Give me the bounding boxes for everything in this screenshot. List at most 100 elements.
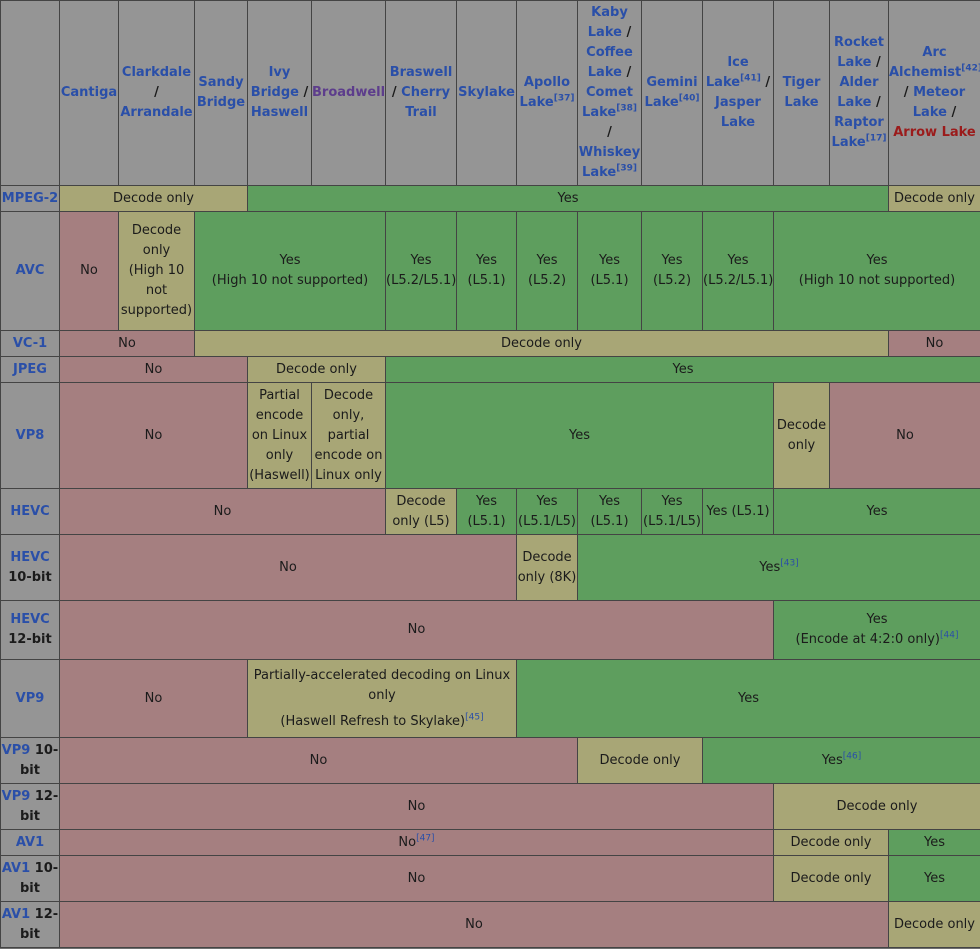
cell: Decode only: [888, 901, 980, 948]
bit-depth-label: 10-bit: [20, 860, 59, 896]
cell: No: [59, 356, 248, 383]
cell-text: Yes: [759, 559, 781, 575]
vp9-link[interactable]: VP9: [1, 742, 31, 758]
citation[interactable]: [47]: [416, 833, 435, 844]
haswell-link[interactable]: Haswell: [250, 105, 309, 120]
citation[interactable]: [38]: [616, 103, 637, 114]
row-label-av1-10bit: AV1 10-bit: [0, 855, 60, 902]
broadwell-link[interactable]: Broadwell: [312, 85, 386, 100]
separator: /: [760, 75, 771, 90]
cell: Yes: [385, 382, 774, 489]
braswell-link[interactable]: Braswell: [389, 65, 453, 80]
cell-text: (Haswell Refresh to Skylake): [280, 713, 466, 729]
cell: No: [59, 901, 889, 948]
cell-line: (High 10 not supported): [798, 273, 956, 288]
col-ice-lake: Ice Lake[41] / Jasper Lake: [702, 0, 774, 186]
vp8-link[interactable]: VP8: [15, 427, 45, 443]
cell: Yes (L5.2): [516, 211, 578, 331]
table-row: AV1 No[47] Decode only Yes: [0, 829, 980, 856]
cell-line: (High 10 not supported): [211, 273, 369, 288]
separator: /: [621, 65, 632, 80]
citation[interactable]: [45]: [465, 712, 484, 723]
hevc-link[interactable]: HEVC: [10, 612, 50, 627]
av1-link[interactable]: AV1: [1, 860, 31, 876]
citation[interactable]: [39]: [616, 163, 637, 174]
vc1-link[interactable]: VC-1: [12, 335, 48, 351]
arc-alchemist-link[interactable]: Arc Alchemist: [889, 45, 962, 80]
cell: No: [59, 211, 119, 331]
table-row: VP9 12-bit No Decode only: [0, 783, 980, 830]
cell: Yes (L5.1/L5): [641, 488, 703, 535]
citation[interactable]: [40]: [678, 93, 700, 104]
cell: Yes: [773, 488, 980, 535]
citation[interactable]: [17]: [865, 133, 887, 144]
table-row: MPEG-2 Decode only Yes Decode only: [0, 185, 980, 212]
cell: Yes: [247, 185, 889, 212]
citation[interactable]: [44]: [940, 630, 959, 641]
cell: Decode only: [59, 185, 248, 212]
jpeg-link[interactable]: JPEG: [13, 361, 47, 377]
sandy-bridge-link[interactable]: Sandy Bridge: [196, 75, 246, 110]
whiskey-lake-link[interactable]: Whiskey Lake: [578, 145, 641, 180]
av1-link[interactable]: AV1: [15, 834, 45, 850]
arrandale-link[interactable]: Arrandale: [120, 105, 193, 120]
av1-link[interactable]: AV1: [1, 906, 31, 922]
citation[interactable]: [42]: [961, 63, 980, 74]
cell-line: (L5.2/L5.1): [386, 273, 457, 288]
cell: Decode only (8K): [516, 534, 578, 601]
cell: No: [59, 534, 517, 601]
mpeg2-link[interactable]: MPEG-2: [1, 190, 59, 206]
kaby-lake-link[interactable]: Kaby Lake: [587, 5, 628, 40]
alder-lake-link[interactable]: Alder Lake: [837, 75, 879, 110]
cell: Decode only: [577, 737, 703, 784]
apollo-lake-link[interactable]: Apollo Lake: [519, 75, 571, 110]
cell-line: (L5.2): [527, 273, 567, 288]
col-skylake: Skylake: [456, 0, 517, 186]
row-label-jpeg: JPEG: [0, 356, 60, 383]
rocket-lake-link[interactable]: Rocket Lake: [834, 35, 884, 70]
cell: No: [59, 737, 578, 784]
citation[interactable]: [43]: [780, 558, 799, 569]
cell-text: (Encode at 4:2:0 only): [795, 632, 940, 647]
cell: No: [829, 382, 980, 489]
col-apollo-lake: Apollo Lake[37]: [516, 0, 578, 186]
separator: /: [871, 55, 881, 70]
tiger-lake-link[interactable]: Tiger Lake: [782, 75, 821, 110]
cell: Yes[46]: [702, 737, 980, 784]
vp9-link[interactable]: VP9: [1, 788, 31, 804]
cherry-trail-link[interactable]: Cherry Trail: [401, 85, 451, 120]
ice-lake-link[interactable]: Ice Lake: [705, 55, 749, 90]
avc-link[interactable]: AVC: [15, 263, 45, 278]
cell: Decode only: [773, 829, 889, 856]
row-label-hevc-12bit: HEVC 12-bit: [0, 600, 60, 660]
cell: Yes (High 10 not supported): [773, 211, 980, 331]
coffee-lake-link[interactable]: Coffee Lake: [586, 45, 633, 80]
gemini-lake-link[interactable]: Gemini Lake: [644, 75, 698, 110]
ivy-bridge-link[interactable]: Ivy Bridge: [250, 65, 299, 100]
cell-line: (High 10 not supported): [120, 263, 193, 318]
table-row: VC-1 No Decode only No: [0, 330, 980, 357]
hevc-link[interactable]: HEVC: [10, 503, 50, 519]
citation[interactable]: [46]: [842, 751, 862, 762]
col-tiger-lake: Tiger Lake: [773, 0, 830, 186]
cell: Yes: [888, 829, 980, 856]
comet-lake-link[interactable]: Comet Lake: [582, 85, 634, 120]
citation[interactable]: [41]: [740, 73, 761, 84]
citation[interactable]: [37]: [553, 93, 575, 104]
cell: Partial encode on Linux only (Haswell): [247, 382, 312, 489]
raptor-lake-link[interactable]: Raptor Lake: [831, 115, 884, 150]
meteor-lake-link[interactable]: Meteor Lake: [912, 85, 966, 120]
cell: Decode only: [247, 356, 386, 383]
skylake-link[interactable]: Skylake: [458, 85, 515, 100]
arrow-lake-link[interactable]: Arrow Lake: [893, 125, 976, 140]
cell: Yes (L5.1): [577, 488, 642, 535]
row-label-vp9-12bit: VP9 12-bit: [0, 783, 60, 830]
separator: /: [621, 25, 632, 40]
cantiga-link[interactable]: Cantiga: [60, 85, 118, 100]
table-row: AV1 10-bit No Decode only Yes: [0, 855, 980, 902]
cell-line: (L5.2): [652, 273, 692, 288]
hevc-link[interactable]: HEVC: [10, 549, 50, 565]
jasper-lake-link[interactable]: Jasper Lake: [715, 95, 761, 130]
vp9-link[interactable]: VP9: [15, 690, 45, 706]
clarkdale-link[interactable]: Clarkdale: [121, 65, 192, 80]
